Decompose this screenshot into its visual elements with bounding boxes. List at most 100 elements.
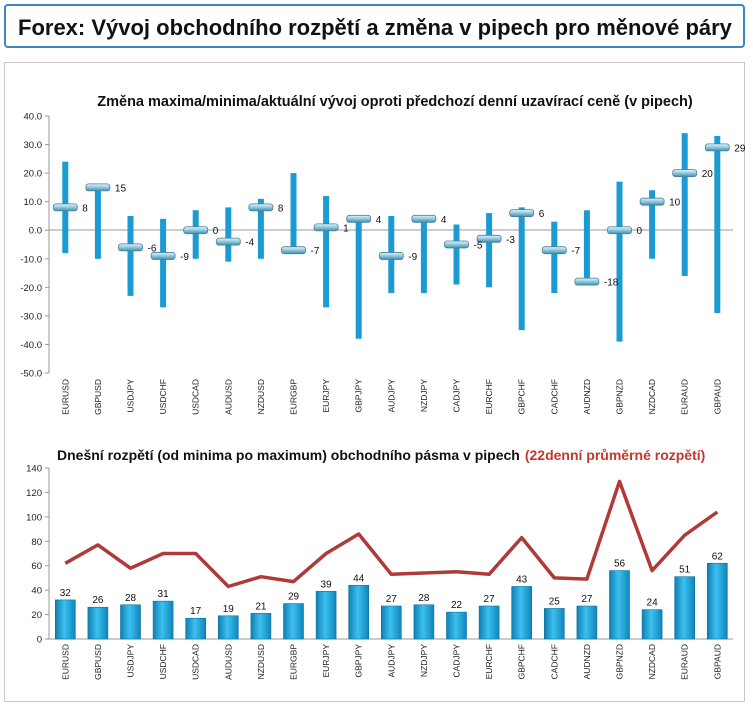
- chart1-current-marker: [476, 234, 502, 243]
- chart1-x-tick-label: NZDJPY: [419, 379, 429, 412]
- chart1-x-tick-label: AUDUSD: [223, 379, 233, 415]
- chart1-x-ticks: EURUSD GBPUSD USDJPY USDCHF USDCAD AUDUSD NZDU…: [60, 379, 722, 415]
- chart1-x-tick-label: EURJPY: [321, 379, 331, 413]
- chart1-value-label: 8: [82, 203, 88, 214]
- chart2-y-tick-label: 20: [31, 610, 42, 621]
- chart2-x-tick-label: CADCHF: [549, 644, 559, 679]
- chart1-x-tick-label: GBPAUD: [712, 379, 722, 414]
- chart2-x-tick-label: GBPNZD: [615, 644, 625, 679]
- chart1-value-label: 4: [376, 215, 382, 226]
- chart2-value-label: 24: [647, 598, 659, 609]
- chart1-range-bar: [192, 210, 199, 259]
- chart1-y-tick-label: -30.0: [20, 311, 42, 322]
- chart1-x-tick-label: GBPNZD: [615, 379, 625, 414]
- chart1-x-tick-label: USDJPY: [126, 379, 136, 413]
- chart2-value-label: 43: [516, 574, 528, 585]
- chart2-value-label: 28: [418, 593, 430, 604]
- chart2-x-tick-label: NZDJPY: [419, 644, 429, 677]
- chart2-x-tick-label: EURUSD: [60, 644, 70, 680]
- chart-panel: Změna maxima/minima/aktuální vývoj oprot…: [4, 62, 746, 702]
- chart2-value-label: 39: [321, 579, 333, 590]
- chart2-bar: [185, 617, 206, 640]
- chart2-bar: [283, 603, 304, 640]
- chart1-current-marker: [215, 237, 241, 246]
- chart1-value-label: 4: [441, 215, 447, 226]
- chart2-x-tick-label: GBPJPY: [354, 644, 364, 678]
- chart1-current-marker: [704, 143, 730, 152]
- chart2-x-tick-label: CADJPY: [452, 644, 462, 678]
- chart1-range-bar: [551, 221, 558, 294]
- chart2-bar: [413, 604, 435, 640]
- chart1-current-marker: [248, 203, 274, 212]
- chart1-range-bar: [94, 187, 101, 259]
- chart1-x-tick-label: NZDCAD: [647, 379, 657, 414]
- chart1-current-marker: [378, 252, 404, 260]
- chart1-y-tick-label: 40.0: [24, 112, 43, 123]
- chart2-bar: [641, 609, 663, 640]
- chart2-bar: [250, 613, 272, 640]
- chart2-y-tick-label: 140: [26, 464, 42, 475]
- chart1-current-marker: [444, 240, 469, 249]
- chart1-range-bar: [616, 181, 623, 342]
- chart1-x-tick-label: EURUSD: [60, 379, 70, 415]
- chart2-value-label: 32: [60, 588, 72, 599]
- chart2-bar: [348, 584, 370, 640]
- chart2-y-ticks: 140 120 100 80 60 40 20 0: [26, 464, 49, 646]
- chart2-value-label: 62: [712, 551, 724, 562]
- chart2-x-ticks: EURUSD GBPUSD USDJPY USDCHF USDCAD AUDUSD NZDU…: [60, 644, 722, 680]
- chart2-x-tick-label: EURAUD: [680, 644, 690, 680]
- chart1-x-tick-label: GBPUSD: [93, 379, 103, 415]
- chart1-title: Změna maxima/minima/aktuální vývoj oprot…: [97, 94, 693, 110]
- chart2-bar: [478, 605, 500, 640]
- chart2-y-tick-label: 80: [31, 537, 42, 548]
- chart2-value-label: 44: [353, 573, 365, 584]
- chart1-value-label: -6: [148, 243, 157, 254]
- chart1-current-marker: [118, 243, 143, 252]
- chart1-value-label: -4: [245, 238, 254, 249]
- chart2-bar: [706, 562, 728, 640]
- chart2-bar: [674, 576, 696, 640]
- chart2-average-range-line: [64, 479, 719, 589]
- chart2-x-tick-label: NZDUSD: [256, 644, 266, 679]
- chart1-value-label: 0: [213, 226, 219, 237]
- chart1-x-tick-label: CADCHF: [549, 379, 559, 414]
- chart1-value-label: 10: [669, 198, 681, 209]
- chart1-current-marker: [541, 246, 567, 255]
- chart2-bar: [543, 608, 565, 640]
- chart2-value-label: 27: [484, 594, 496, 605]
- chart1-value-label: 15: [115, 183, 127, 194]
- page-header: Forex: Vývoj obchodního rozpětí a změna …: [4, 4, 745, 48]
- chart1-x-tick-label: GBPCHF: [517, 379, 527, 414]
- chart1-y-tick-label: -10.0: [20, 254, 42, 265]
- chart1-current-marker: [607, 226, 632, 235]
- chart2-title-accent: (22denní průměrné rozpětí): [525, 447, 705, 463]
- chart1-range-bar: [257, 198, 264, 259]
- chart1-x-tick-label: AUDNZD: [582, 379, 592, 414]
- chart1-y-tick-label: 0.0: [29, 226, 42, 237]
- chart2-y-tick-label: 120: [26, 488, 42, 499]
- chart1-current-marker: [150, 252, 176, 260]
- chart2-y-tick-label: 0: [37, 635, 42, 646]
- chart1-range-bar: [453, 224, 460, 285]
- chart1-value-label: -18: [604, 278, 619, 289]
- chart2-bar: [54, 599, 76, 640]
- chart2-bar: [120, 604, 141, 640]
- chart2-x-tick-label: GBPUSD: [93, 644, 103, 680]
- chart2-value-label: 56: [614, 559, 626, 570]
- chart1-current-marker: [313, 223, 339, 232]
- chart1-range-bar: [420, 215, 427, 294]
- chart1-range-bar: [225, 207, 232, 262]
- chart2-bar: [609, 570, 630, 640]
- chart2-value-label: 22: [451, 600, 463, 611]
- chart2-x-tick-label: AUDUSD: [223, 644, 233, 680]
- chart1-x-tick-label: EURGBP: [289, 379, 299, 415]
- chart1-current-marker: [85, 183, 111, 192]
- chart1-x-tick-label: USDCHF: [158, 379, 168, 414]
- charts-svg: Změna maxima/minima/aktuální vývoj oprot…: [20, 94, 746, 680]
- chart1-current-marker: [574, 277, 600, 286]
- chart2-value-label: 27: [581, 594, 593, 605]
- chart1-value-label: -7: [311, 246, 320, 257]
- chart2-value-label: 51: [679, 565, 691, 576]
- chart1-value-label: 20: [702, 169, 714, 180]
- chart1-current-marker: [183, 226, 209, 235]
